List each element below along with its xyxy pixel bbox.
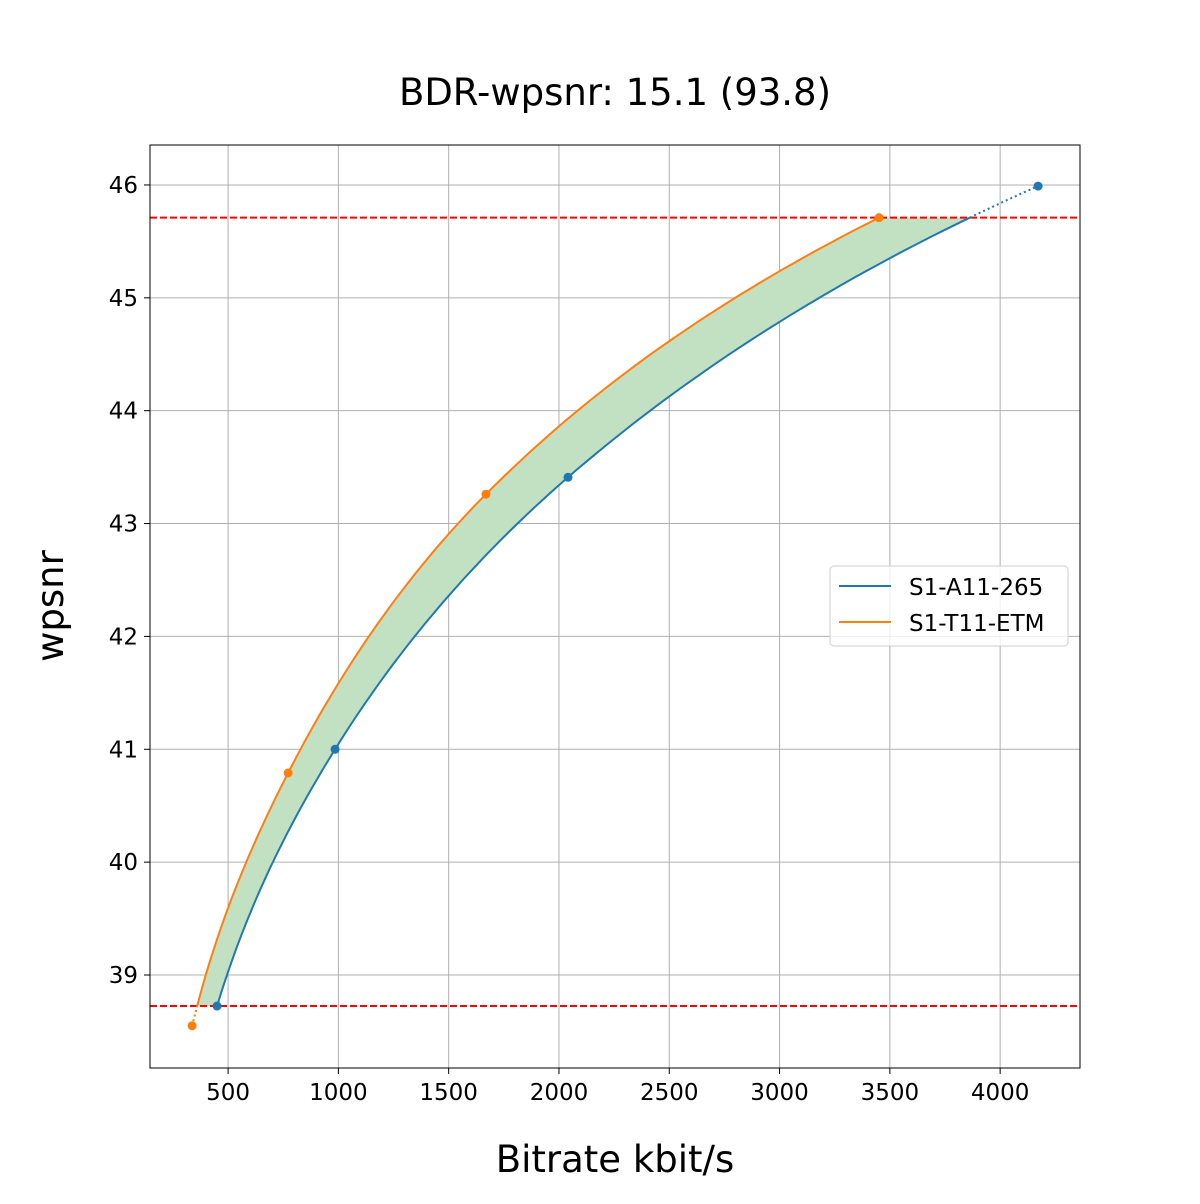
data-point <box>330 744 340 754</box>
x-tick-label: 3000 <box>750 1080 809 1106</box>
data-point <box>187 1021 197 1031</box>
y-axis-label: wpsnr <box>29 549 72 661</box>
legend-label-blue: S1-A11-265 <box>909 575 1043 601</box>
series-line <box>196 216 880 1007</box>
y-tick-label: 39 <box>109 963 138 989</box>
series-line-extrapolated <box>969 185 1039 219</box>
x-axis-label: Bitrate kbit/s <box>496 1138 735 1181</box>
legend: S1-A11-265 S1-T11-ETM <box>829 565 1069 647</box>
y-tick-label: 45 <box>109 286 138 312</box>
plot-frame <box>149 144 1081 1069</box>
y-tick-label: 40 <box>109 850 138 876</box>
tick-labels: 500 1000 1500 2000 2500 3000 3500 4000 39 40 41 42 4… <box>109 173 1030 1106</box>
chart-title: BDR-wpsnr: 15.1 (93.8) <box>399 71 831 114</box>
data-point <box>1033 181 1043 191</box>
legend-label-orange: S1-T11-ETM <box>909 611 1044 637</box>
series-line <box>216 216 971 1007</box>
series-lines <box>191 185 1039 1027</box>
reference-lines <box>150 216 1080 1008</box>
y-tick-label: 44 <box>109 399 138 425</box>
data-point <box>481 489 491 499</box>
x-tick-label: 1500 <box>419 1080 478 1106</box>
data-points <box>187 181 1043 1031</box>
x-tick-label: 500 <box>206 1080 250 1106</box>
x-tick-label: 2500 <box>640 1080 699 1106</box>
y-tick-label: 43 <box>109 512 138 538</box>
series-line-extrapolated <box>191 1005 199 1027</box>
x-tick-label: 1000 <box>309 1080 368 1106</box>
y-tick-label: 42 <box>109 624 138 650</box>
data-point <box>874 213 884 223</box>
y-tick-label: 41 <box>109 737 138 763</box>
y-tick-label: 46 <box>109 173 138 199</box>
x-tick-label: 2000 <box>530 1080 589 1106</box>
x-tick-label: 4000 <box>971 1080 1030 1106</box>
data-point <box>563 472 573 482</box>
data-point <box>212 1001 222 1011</box>
data-point <box>283 768 293 778</box>
x-tick-label: 3500 <box>861 1080 920 1106</box>
